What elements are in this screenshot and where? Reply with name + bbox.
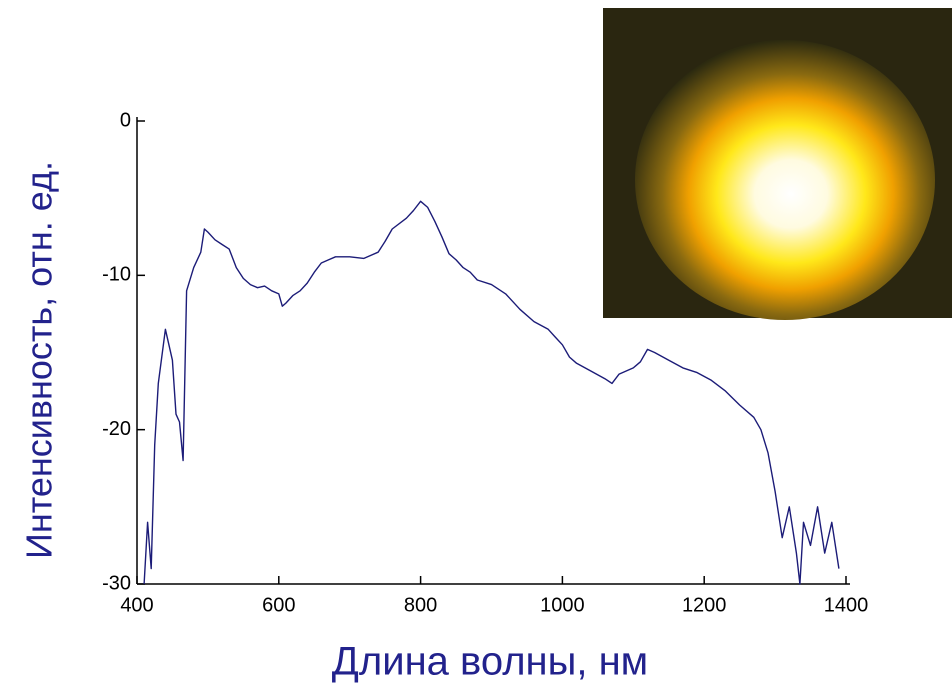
x-tick-label: 800 [404, 594, 437, 616]
y-tick-label: 0 [120, 109, 131, 131]
x-tick-label: 600 [262, 594, 295, 616]
x-tick-label: 1000 [540, 594, 585, 616]
y-tick-label: -30 [102, 572, 131, 594]
x-tick-label: 400 [120, 594, 153, 616]
x-tick-label: 1200 [682, 594, 727, 616]
y-axis-title: Интенсивность, отн. ед. [19, 161, 60, 559]
spectrum-line [143, 200, 840, 585]
inset-photo [603, 8, 952, 320]
y-tick-label: -20 [102, 418, 131, 440]
x-axis-title: Длина волны, нм [332, 640, 648, 684]
x-tick-label: 1400 [824, 594, 869, 616]
y-tick-label: -10 [102, 264, 131, 286]
